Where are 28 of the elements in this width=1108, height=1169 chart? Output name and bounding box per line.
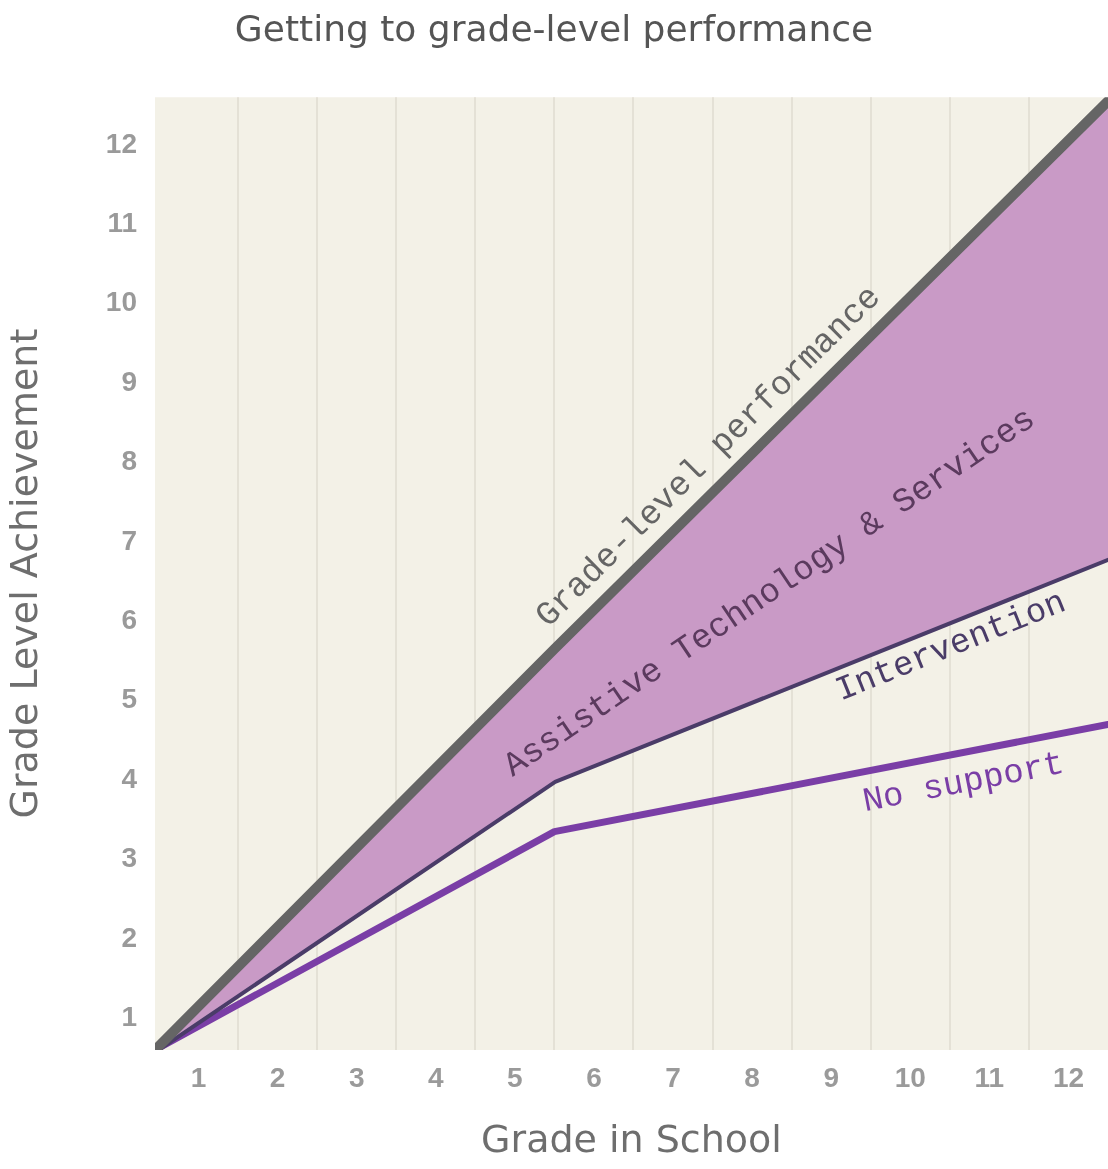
x-tick-label: 3 [348,1061,365,1093]
chart-title: Getting to grade-level performance [234,7,874,49]
y-tick-label: 8 [121,445,137,477]
x-tick-label: 11 [974,1061,1005,1093]
x-tick-label: 9 [823,1061,839,1093]
x-tick-label: 6 [586,1061,602,1093]
y-tick-label: 3 [121,842,137,874]
x-axis-title: Grade in School [481,1117,782,1162]
y-tick-label: 6 [121,603,137,635]
y-tick-label: 1 [121,1000,137,1032]
y-tick-label: 11 [107,206,137,238]
x-tick-label: 2 [269,1061,286,1093]
y-tick-label: 10 [105,286,137,318]
x-tick-label: 1 [190,1061,207,1093]
y-tick-label: 5 [121,683,137,715]
x-tick-label: 4 [427,1061,444,1093]
x-tick-label: 8 [744,1061,760,1093]
y-tick-label: 9 [121,365,137,397]
x-tick-label: 7 [665,1061,681,1093]
y-axis-title: Grade Level Achievement [1,328,46,819]
text: No support [859,744,1068,822]
x-tick-label: 12 [1052,1061,1085,1093]
y-tick-label: 7 [121,524,137,556]
y-tick-label: 12 [105,127,137,159]
x-tick-label: 5 [507,1061,523,1093]
x-tick-label: 10 [894,1061,926,1093]
y-tick-label: 2 [121,921,137,953]
y-tick-label: 4 [121,762,138,794]
